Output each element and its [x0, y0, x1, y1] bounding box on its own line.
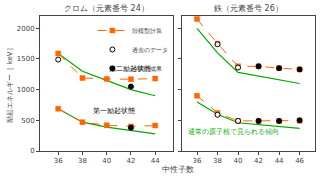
svg-text:今回の成果: 今回の成果 — [132, 65, 162, 72]
svg-text:38: 38 — [213, 157, 222, 165]
svg-text:過去のデータ: 過去のデータ — [132, 46, 168, 53]
svg-text:46: 46 — [295, 157, 304, 165]
svg-text:1500: 1500 — [17, 55, 35, 63]
svg-text:40: 40 — [234, 157, 243, 165]
svg-text:40: 40 — [102, 157, 111, 165]
svg-text:36: 36 — [193, 157, 202, 165]
svg-text:44: 44 — [275, 157, 284, 165]
svg-text:第一励起状態: 第一励起状態 — [93, 107, 135, 115]
svg-text:通常の原子核で見られる傾向: 通常の原子核で見られる傾向 — [188, 128, 279, 136]
svg-text:500: 500 — [21, 117, 34, 125]
svg-text:38: 38 — [78, 157, 87, 165]
svg-text:0: 0 — [30, 147, 34, 155]
svg-text:1000: 1000 — [17, 86, 35, 94]
svg-text:36: 36 — [54, 157, 63, 165]
svg-text:殻模型計算: 殻模型計算 — [132, 27, 162, 34]
svg-text:2000: 2000 — [17, 25, 35, 33]
svg-text:鉄（元素番号 26）: 鉄（元素番号 26） — [214, 4, 283, 13]
svg-text:励起エネルギー［ keV］: 励起エネルギー［ keV］ — [6, 44, 14, 122]
svg-text:42: 42 — [254, 157, 263, 165]
svg-text:クロム（元素番号 24）: クロム（元素番号 24） — [64, 4, 149, 13]
svg-text:42: 42 — [126, 157, 135, 165]
svg-text:中性子数: 中性子数 — [162, 165, 194, 174]
svg-text:第二励起状態: 第二励起状態 — [109, 65, 151, 73]
svg-text:44: 44 — [151, 157, 160, 165]
